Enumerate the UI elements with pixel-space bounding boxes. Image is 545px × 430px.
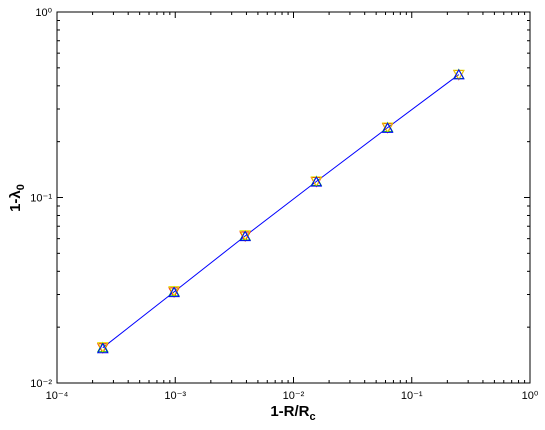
x-label-text: 1-R/R (270, 403, 309, 420)
x-label-sub: c (310, 411, 316, 423)
x-tick-label: 10⁻⁴ (46, 390, 69, 402)
marker (310, 176, 323, 187)
y-tick-label: 10⁻² (30, 378, 52, 390)
y-tick-label: 10⁻¹ (30, 193, 52, 205)
marker (239, 230, 251, 242)
marker (168, 286, 180, 297)
marker (168, 286, 180, 298)
x-tick-label: 10⁻³ (164, 390, 186, 402)
marker (96, 342, 109, 354)
x-axis-label: 1-R/Rc (270, 403, 315, 423)
y-tick-label: 10⁰ (35, 7, 52, 19)
line (102, 74, 460, 349)
y-label-sub: 0 (15, 184, 27, 190)
x-tick-label: 10⁰ (522, 390, 539, 402)
x-tick-label: 10⁻² (283, 390, 305, 402)
y-axis-label: 1-λ0 (7, 184, 27, 212)
plot-frame (56, 11, 531, 384)
marker (452, 68, 465, 80)
x-tick-label: 10⁻¹ (401, 390, 423, 402)
marker (381, 122, 394, 133)
marker (96, 342, 109, 353)
y-label-text: 1-λ (7, 190, 24, 212)
